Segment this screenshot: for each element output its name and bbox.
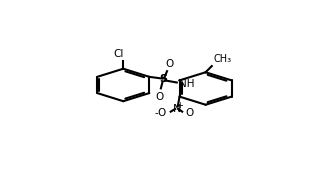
Text: O: O [155, 92, 163, 102]
Text: +: + [177, 101, 183, 110]
Text: S: S [159, 75, 168, 84]
Text: Cl: Cl [114, 49, 124, 59]
Text: NH: NH [179, 79, 195, 89]
Text: O: O [166, 59, 174, 69]
Text: CH₃: CH₃ [214, 54, 232, 64]
Text: O: O [186, 108, 194, 118]
Text: -O: -O [155, 108, 167, 118]
Text: N: N [173, 104, 181, 114]
